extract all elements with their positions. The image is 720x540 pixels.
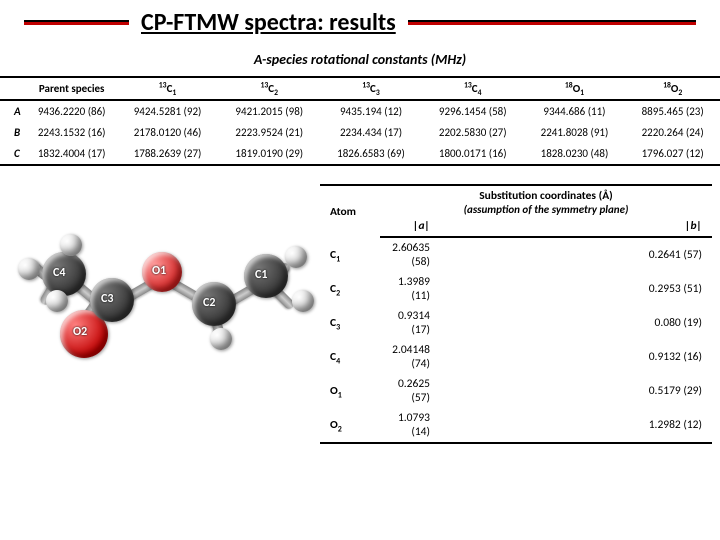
coordinates-table: Atom Substitution coordinates (Å) (assum…: [320, 184, 712, 444]
col-header: [0, 77, 27, 100]
page-title: CP-FTMW spectra: results: [141, 8, 396, 37]
rule-left: [24, 20, 129, 25]
label-c4: C4: [53, 266, 65, 280]
table-row: C42.04148 (74)0.9132 (16): [320, 340, 712, 374]
col-header: 13C1: [117, 77, 219, 100]
subtitle-coords-note: (assumption of the symmetry plane): [390, 203, 702, 216]
molecule-diagram: O2 C3 C4 O1 C2 C1: [0, 182, 320, 412]
title-bar: CP-FTMW spectra: results: [0, 0, 720, 41]
label-c3: C3: [101, 292, 113, 306]
subtitle-coords: Substitution coordinates (Å): [390, 189, 702, 203]
col-header: 18O2: [625, 77, 720, 100]
label-o1: O1: [152, 264, 166, 278]
col-header: 13C4: [422, 77, 524, 100]
table-row: C21.3989 (11)0.2953 (51): [320, 272, 712, 306]
label-c1: C1: [255, 268, 267, 282]
col-header: 13C2: [218, 77, 320, 100]
subtitle-constants: A-species rotational constants (MHz): [0, 51, 720, 68]
col-header: 13C3: [320, 77, 422, 100]
label-o2: O2: [73, 325, 87, 339]
col-header: Parent species: [27, 77, 117, 100]
label-c2: C2: [203, 296, 215, 310]
table-row: C30.9314 (17)0.080 (19): [320, 306, 712, 340]
table-row: A9436.2220 (86)9424.5281 (92)9421.2015 (…: [0, 100, 720, 122]
table-row: B2243.1532 (16)2178.0120 (46)2223.9524 (…: [0, 122, 720, 143]
table-row: O10.2625 (57)0.5179 (29): [320, 374, 712, 408]
table-row: C12.60635 (58)0.2641 (57): [320, 237, 712, 272]
col-header: 18O1: [524, 77, 626, 100]
table-row: C1832.4004 (17)1788.2639 (27)1819.0190 (…: [0, 143, 720, 165]
rule-right: [408, 20, 696, 25]
col-atom: Atom: [320, 185, 380, 237]
constants-table: Parent species13C113C213C313C418O118O2 A…: [0, 76, 720, 166]
table-row: O21.0793 (14)1.2982 (12): [320, 408, 712, 443]
